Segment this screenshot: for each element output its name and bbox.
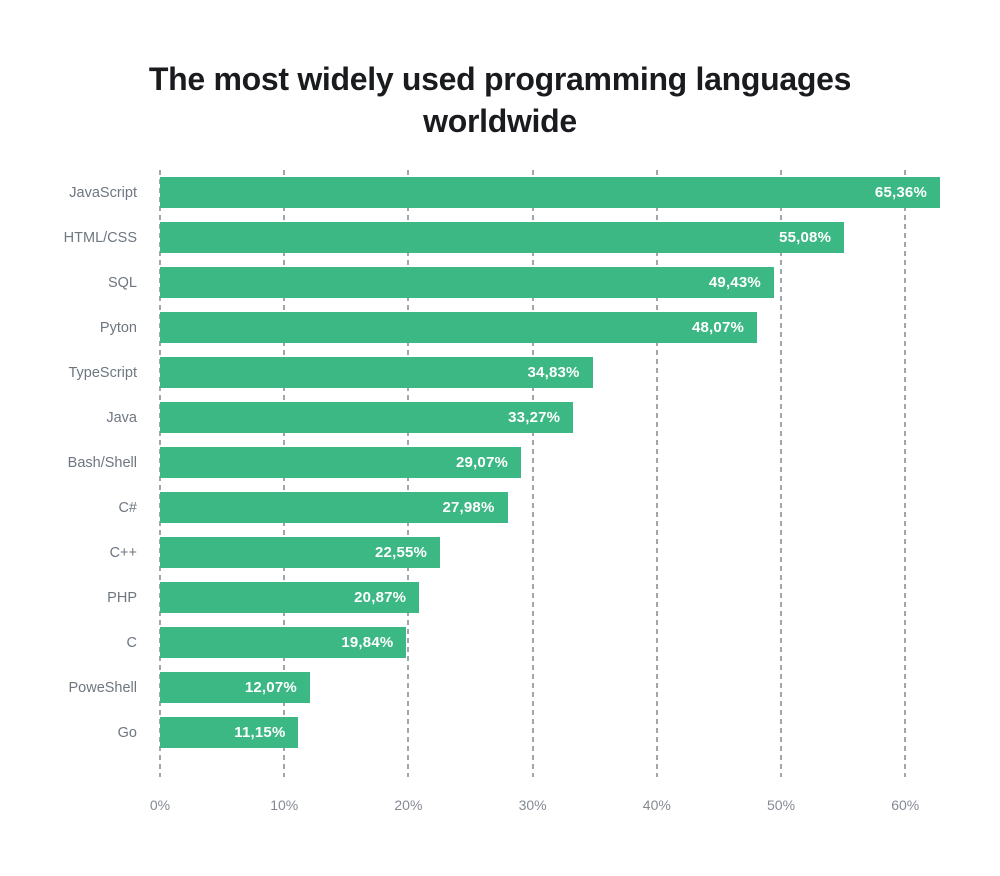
bar-row: C 19,84% (0, 620, 1000, 665)
bar-row: JavaScript 65,36% (0, 170, 1000, 215)
bar-row: C++ 22,55% (0, 530, 1000, 575)
bar: 19,84% (160, 627, 407, 658)
bar-track: 55,08% (160, 222, 940, 253)
bar-track: 27,98% (160, 492, 940, 523)
category-label: C# (118, 499, 137, 516)
bar: 20,87% (160, 582, 420, 613)
bar-value-label: 22,55% (375, 544, 428, 561)
bar-value-label: 27,98% (442, 499, 495, 516)
bar-rows: JavaScript 65,36% HTML/CSS 55,08% SQL 49… (0, 170, 1000, 755)
bar-track: 11,15% (160, 717, 940, 748)
bar: 27,98% (160, 492, 508, 523)
bar-value-label: 55,08% (779, 229, 832, 246)
category-label: PHP (107, 589, 137, 606)
category-label: JavaScript (69, 184, 137, 201)
bar-row: SQL 49,43% (0, 260, 1000, 305)
bar: 65,36% (160, 177, 940, 208)
bar: 33,27% (160, 402, 574, 433)
bar-track: 34,83% (160, 357, 940, 388)
bar-value-label: 11,15% (234, 724, 286, 741)
bar-value-label: 49,43% (708, 274, 761, 291)
bar-track: 12,07% (160, 672, 940, 703)
bar: 48,07% (160, 312, 758, 343)
bar-track: 65,36% (160, 177, 940, 208)
bar-track: 29,07% (160, 447, 940, 478)
bar-value-label: 12,07% (244, 679, 297, 696)
x-axis-label-0pct: 0% (149, 797, 171, 813)
bar-row: Go 11,15% (0, 710, 1000, 755)
bar-value-label: 33,27% (508, 409, 561, 426)
bar-value-label: 20,87% (354, 589, 407, 606)
category-label: C++ (109, 544, 137, 561)
x-axis-label-50pct: 50% (767, 797, 796, 813)
category-label: Go (117, 724, 137, 741)
bar-row: Java 33,27% (0, 395, 1000, 440)
bar-value-label: 34,83% (527, 364, 580, 381)
bar-row: HTML/CSS 55,08% (0, 215, 1000, 260)
chart-title: The most widely used programming languag… (148, 61, 852, 139)
bar-track: 19,84% (160, 627, 940, 658)
bar-chart: JavaScript 65,36% HTML/CSS 55,08% SQL 49… (0, 170, 1000, 817)
bar-value-label: 65,36% (874, 184, 927, 201)
bar-value-label: 48,07% (691, 319, 745, 336)
bar-track: 20,87% (160, 582, 940, 613)
bar-row: Pyton 48,07% (0, 305, 1000, 350)
category-label: TypeScript (68, 364, 138, 381)
bar-row: Bash/Shell 29,07% (0, 440, 1000, 485)
x-axis-label-40pct: 40% (642, 797, 671, 813)
x-axis: 0% 10% 20% 30% 40% 50% 60% (150, 797, 940, 817)
x-axis-label-30pct: 30% (518, 797, 547, 813)
bar-row: C# 27,98% (0, 485, 1000, 530)
bar-row: PHP 20,87% (0, 575, 1000, 620)
bar: 22,55% (160, 537, 441, 568)
x-axis-label-60pct: 60% (891, 797, 920, 813)
category-label: C (126, 634, 137, 651)
bar-value-label: 19,84% (341, 634, 394, 651)
category-label: SQL (107, 274, 137, 291)
x-axis-label-20pct: 20% (394, 797, 423, 813)
bar-track: 48,07% (160, 312, 940, 343)
category-label: HTML/CSS (63, 229, 137, 246)
category-label: Java (106, 409, 137, 426)
bar: 49,43% (160, 267, 774, 298)
bar-row: TypeScript 34,83% (0, 350, 1000, 395)
bar-track: 49,43% (160, 267, 940, 298)
bar-value-label: 29,07% (455, 454, 509, 471)
bar: 12,07% (160, 672, 310, 703)
category-label: Bash/Shell (67, 454, 137, 471)
x-axis-label-10pct: 10% (270, 797, 299, 813)
bar-track: 33,27% (160, 402, 940, 433)
bar: 11,15% (160, 717, 299, 748)
category-label: PoweShell (68, 679, 137, 696)
bar: 55,08% (160, 222, 845, 253)
bar: 29,07% (160, 447, 522, 478)
category-label: Pyton (99, 319, 137, 336)
bar: 34,83% (160, 357, 593, 388)
bar-row: PoweShell 12,07% (0, 665, 1000, 710)
bar-track: 22,55% (160, 537, 940, 568)
